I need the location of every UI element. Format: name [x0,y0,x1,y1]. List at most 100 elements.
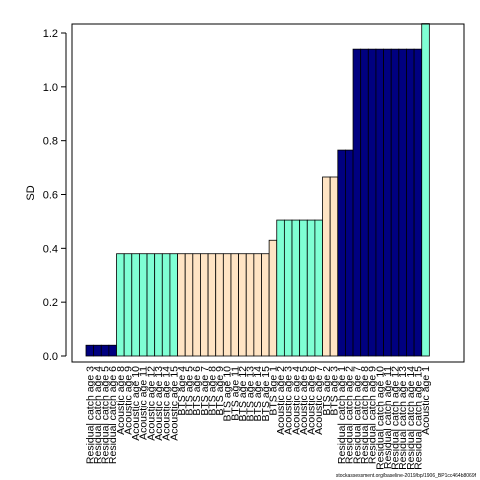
x-tick-label-23: BTS age 14 [252,366,264,422]
y-tick-label-3: 0.6 [43,190,58,202]
bar-40 [383,48,392,357]
bar-27 [283,219,293,357]
x-tick-label-42: Residual catch age 13 [397,366,409,470]
x-tick-label-33: BTS age 3 [328,366,340,416]
x-tick-label-20: BTS age 11 [229,366,241,421]
x-tick-label-14: BTS age 5 [184,366,196,416]
x-tick-label-25: BTS age 1 [267,366,279,416]
x-tick-label-44: Residual catch age 15 [412,366,424,470]
x-tick-label-38: Residual catch age 9 [367,366,379,464]
x-tick-label-15: BTS age 6 [191,366,203,416]
x-tick-label-37: Residual catch age 8 [359,366,371,464]
x-tick-label-36: Residual catch age 7 [351,366,363,464]
x-tick-label-29: Acoustic age 5 [298,366,310,435]
bar-44 [413,48,423,357]
x-tick-label-2: Residual catch age 4 [92,366,104,464]
bar-22 [245,253,255,357]
x-tick-label-5: Acoustic age 8 [115,366,127,435]
bar-21 [238,253,247,357]
bar-14 [184,253,194,357]
bar-16 [200,253,209,357]
x-tick-label-34: Residual catch age 1 [336,366,348,464]
y-tick-label-2: 0.4 [43,243,58,255]
x-tick-label-26: Acoustic age 2 [275,366,287,435]
y-tick-label-4: 0.8 [43,136,58,148]
bar-32 [322,176,331,357]
bar-31 [314,219,323,357]
bar-11 [161,253,171,357]
bar-41 [390,48,400,357]
bars-group [85,23,430,357]
x-tick-label-1: Residual catch age 3 [84,366,96,464]
bar-2 [93,344,102,357]
bar-30 [306,219,316,357]
bar-23 [253,253,262,357]
bar-20 [230,253,240,357]
x-tick-label-16: BTS age 7 [199,366,211,416]
x-tick-label-24: BTS age 15 [260,366,272,422]
x-tick-label-10: Acoustic age 13 [153,366,165,441]
y-axis: 0.0 0.2 0.4 0.6 0.8 1.0 1.2 [43,28,67,363]
x-tick-label-28: Acoustic age 4 [290,366,302,435]
plot-frame [71,23,465,363]
x-tick-label-41: Residual catch age 12 [390,366,402,470]
x-tick-label-40: Residual catch age 11 [382,366,394,469]
x-tick-label-3: Residual catch age 5 [100,366,112,464]
x-tick-label-32: BTS age 2 [321,366,333,416]
bar-1 [85,344,95,357]
bar-19 [222,253,232,357]
bar-37 [360,48,369,357]
bar-42 [398,48,407,357]
bar-15 [192,253,201,357]
bar-8 [139,253,148,357]
bar-10 [154,253,163,357]
bar-28 [291,219,301,357]
bar-24 [261,253,270,357]
y-axis-title: SD [25,185,37,200]
y-tick-label-1: 0.2 [43,297,58,309]
y-tick-label-0: 0.0 [43,351,58,363]
bar-9 [146,253,156,357]
x-tick-label-19: BTS age 10 [222,366,234,422]
x-tick-label-9: Acoustic age 12 [145,366,157,441]
x-tick-label-8: Acoustic age 11 [138,366,150,440]
bar-33 [329,176,339,357]
bar-26 [276,219,285,357]
bar-18 [215,253,224,357]
x-tick-label-18: BTS age 9 [214,366,226,416]
bar-34 [337,149,346,357]
x-tick-label-39: Residual catch age 10 [374,366,386,470]
x-tick-label-21: BTS age 12 [237,366,249,422]
bar-13 [177,253,186,357]
bar-35 [345,149,354,357]
bar-7 [131,253,140,357]
x-tick-label-17: BTS age 8 [206,366,218,416]
footer-url: stockassessment.org/baseline-2019/bp/190… [336,473,477,479]
bar-5 [116,253,125,357]
x-tick-label-30: Acoustic age 6 [306,366,318,435]
x-tick-label-4: Residual catch age 6 [107,366,119,464]
x-tick-label-35: Residual catch age 2 [344,366,356,464]
bar-3 [100,344,110,357]
x-tick-label-13: BTS age 4 [176,366,188,416]
x-tick-label-45: Acoustic age 1 [420,366,432,435]
bar-4 [108,344,117,357]
bar-17 [207,253,217,357]
x-tick-label-43: Residual catch age 14 [405,366,417,470]
x-tick-label-6: Acoustic age 9 [122,366,134,435]
x-tick-label-31: Acoustic age 7 [313,366,325,435]
bar-36 [352,48,362,357]
bar-43 [406,48,415,357]
bar-25 [268,239,278,357]
x-tick-label-7: Acoustic age 10 [130,366,142,441]
x-tick-label-12: Acoustic age 15 [168,366,180,441]
bar-39 [375,48,384,357]
bar-12 [169,253,178,357]
y-tick-label-5: 1.0 [43,82,58,94]
bar-38 [367,48,377,357]
bar-6 [123,253,133,357]
bar-29 [299,219,308,357]
x-tick-label-11: Acoustic age 14 [161,366,173,441]
